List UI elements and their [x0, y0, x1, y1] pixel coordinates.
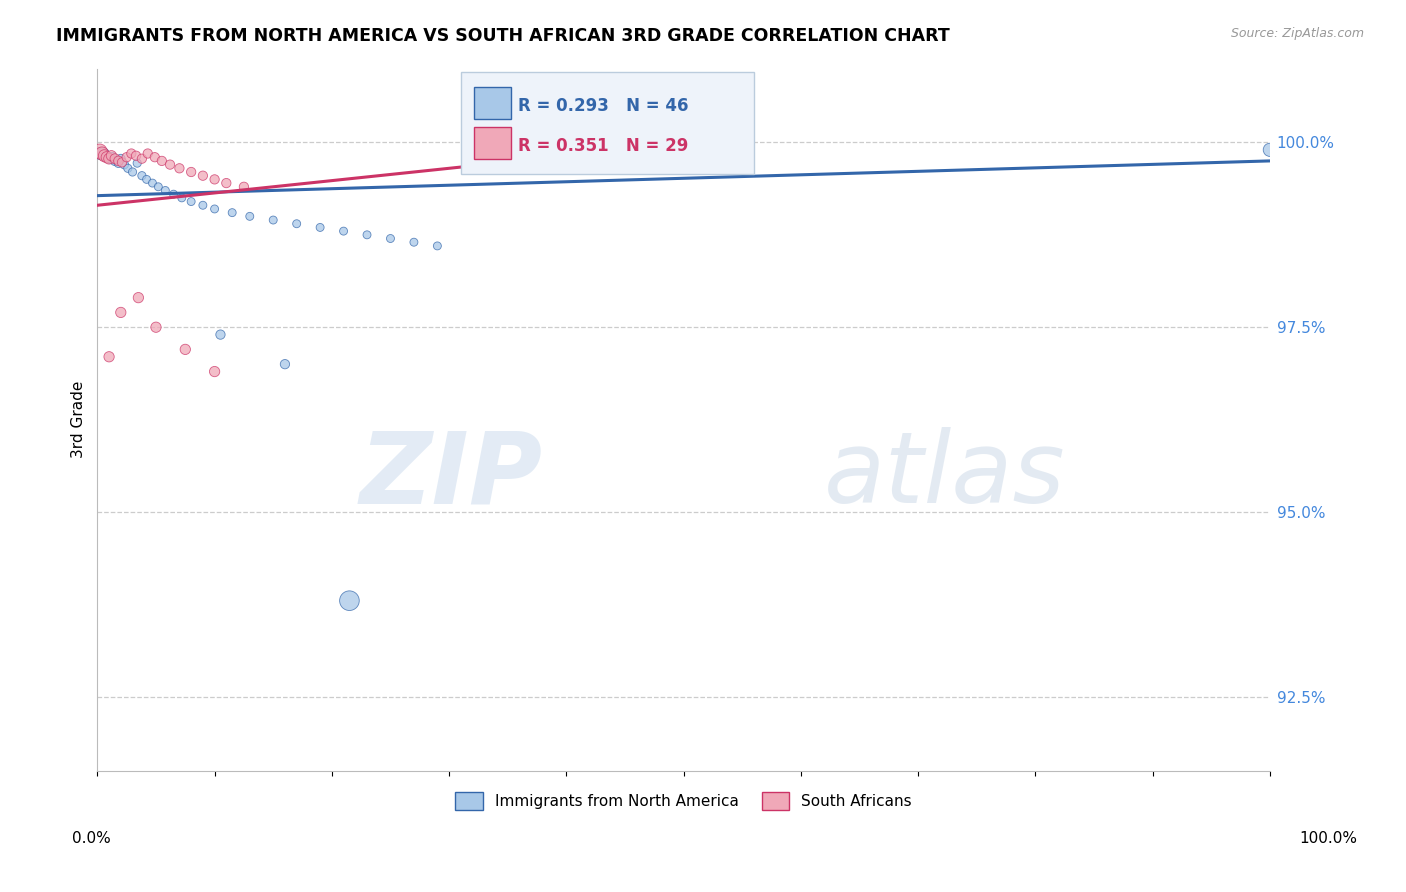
Point [426, 239, 449, 253]
Point [89, 145, 111, 159]
Point [262, 213, 284, 227]
Point [515, 146, 537, 161]
Point [339, 593, 361, 607]
Text: IMMIGRANTS FROM NORTH AMERICA VS SOUTH AFRICAN 3RD GRADE CORRELATION CHART: IMMIGRANTS FROM NORTH AMERICA VS SOUTH A… [56, 27, 950, 45]
Point [204, 365, 226, 379]
Point [97, 150, 120, 164]
Point [127, 156, 149, 170]
Point [191, 169, 214, 183]
Point [131, 152, 153, 166]
Point [98, 152, 121, 166]
Point [145, 320, 167, 334]
Point [332, 224, 354, 238]
Point [204, 172, 226, 186]
FancyBboxPatch shape [474, 127, 512, 159]
Point [112, 158, 135, 172]
Point [180, 165, 202, 179]
Point [148, 179, 170, 194]
Point [550, 147, 572, 161]
Point [141, 176, 163, 190]
Point [1258, 143, 1281, 157]
Text: atlas: atlas [824, 427, 1066, 524]
Text: R = 0.293   N = 46: R = 0.293 N = 46 [519, 96, 689, 115]
Text: ZIP: ZIP [360, 427, 543, 524]
Point [491, 146, 513, 161]
Point [209, 327, 232, 342]
Point [191, 198, 214, 212]
Point [162, 187, 184, 202]
Point [356, 227, 378, 242]
Point [96, 150, 118, 164]
Point [115, 150, 138, 164]
Point [285, 217, 308, 231]
Point [100, 149, 122, 163]
Point [174, 343, 197, 357]
Point [502, 149, 524, 163]
Y-axis label: 3rd Grade: 3rd Grade [72, 381, 86, 458]
Point [537, 149, 560, 163]
Point [110, 152, 132, 166]
Point [131, 169, 153, 183]
Point [169, 161, 191, 176]
Point [107, 156, 129, 170]
Point [104, 153, 127, 168]
Point [136, 146, 159, 161]
Point [111, 155, 134, 169]
Point [402, 235, 425, 250]
Point [93, 149, 115, 163]
Point [159, 158, 181, 172]
FancyBboxPatch shape [461, 72, 754, 174]
Point [98, 152, 121, 166]
Point [221, 205, 243, 219]
Point [215, 176, 238, 190]
FancyBboxPatch shape [474, 87, 512, 119]
Point [120, 146, 142, 161]
Point [107, 153, 129, 168]
Point [90, 146, 112, 161]
Point [117, 161, 139, 176]
Point [110, 305, 132, 319]
Point [204, 202, 226, 216]
Point [232, 179, 254, 194]
Point [127, 291, 149, 305]
Point [121, 165, 143, 179]
Point [155, 184, 177, 198]
Point [309, 220, 332, 235]
Point [239, 210, 262, 224]
Point [150, 153, 173, 168]
Text: Source: ZipAtlas.com: Source: ZipAtlas.com [1230, 27, 1364, 40]
Text: 100.0%: 100.0% [1299, 831, 1358, 846]
Point [98, 350, 121, 364]
Text: 0.0%: 0.0% [72, 831, 111, 846]
Point [143, 150, 166, 164]
Legend: Immigrants from North America, South Africans: Immigrants from North America, South Afr… [449, 786, 918, 815]
Point [94, 149, 117, 163]
Point [104, 152, 127, 166]
Point [561, 148, 583, 162]
Point [274, 357, 297, 371]
Point [526, 148, 548, 162]
Point [91, 146, 114, 161]
Point [572, 146, 595, 161]
Point [180, 194, 202, 209]
Point [380, 231, 402, 245]
Point [135, 172, 157, 186]
Point [125, 149, 148, 163]
Point [472, 146, 495, 161]
Point [91, 146, 114, 161]
Point [101, 150, 124, 164]
Point [170, 191, 193, 205]
Text: R = 0.351   N = 29: R = 0.351 N = 29 [519, 136, 689, 154]
